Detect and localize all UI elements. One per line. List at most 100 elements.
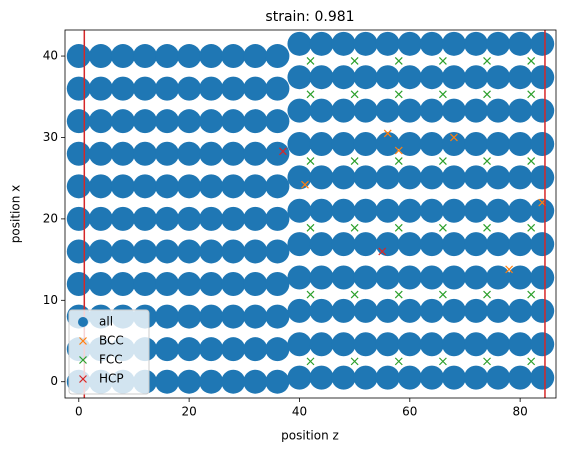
point (375, 265, 400, 290)
point (464, 31, 489, 56)
point (375, 298, 400, 323)
point (530, 332, 555, 357)
point (132, 44, 157, 69)
point (441, 265, 466, 290)
point (155, 304, 180, 329)
point (243, 337, 268, 362)
point (199, 304, 224, 329)
point (110, 239, 135, 264)
point (66, 206, 91, 231)
point (177, 109, 202, 134)
point (527, 157, 536, 166)
point (464, 131, 489, 156)
point (394, 357, 403, 366)
point (155, 337, 180, 362)
point (331, 232, 356, 257)
point (199, 206, 224, 231)
point (155, 174, 180, 199)
point (397, 232, 422, 257)
point (221, 44, 246, 69)
point (530, 65, 555, 90)
point (353, 298, 378, 323)
y-tick-label: 20 (43, 211, 58, 225)
point (383, 129, 392, 138)
point (265, 337, 290, 362)
point (464, 365, 489, 390)
point (265, 174, 290, 199)
point (486, 65, 511, 90)
point (464, 198, 489, 223)
point (508, 298, 533, 323)
point (486, 131, 511, 156)
point (394, 57, 403, 65)
point (66, 109, 91, 134)
point (394, 290, 403, 299)
point (155, 206, 180, 231)
point (397, 65, 422, 90)
point (66, 76, 91, 101)
point (441, 165, 466, 190)
point (221, 141, 246, 166)
point (155, 141, 180, 166)
point (88, 174, 113, 199)
point (243, 304, 268, 329)
point (483, 57, 491, 65)
point (177, 141, 202, 166)
point (155, 239, 180, 264)
point (375, 365, 400, 390)
point (265, 304, 290, 329)
point (132, 239, 157, 264)
point (306, 157, 315, 166)
y-tick-label: 40 (43, 49, 58, 63)
legend-marker (79, 356, 87, 364)
point (441, 31, 466, 56)
point (450, 133, 458, 142)
point (243, 369, 268, 394)
point (331, 65, 356, 90)
point (397, 131, 422, 156)
point (505, 265, 514, 274)
point (353, 98, 378, 123)
point (306, 57, 315, 65)
point (530, 198, 555, 223)
point (438, 357, 447, 366)
point (243, 174, 268, 199)
point (508, 98, 533, 123)
point (438, 157, 447, 166)
point (508, 365, 533, 390)
point (309, 131, 334, 156)
point (265, 206, 290, 231)
point (483, 290, 491, 299)
point (419, 131, 444, 156)
point (441, 365, 466, 390)
point (287, 131, 312, 156)
point (265, 109, 290, 134)
legend-label: BCC (99, 334, 124, 348)
point (331, 365, 356, 390)
y-tick-label: 30 (43, 130, 58, 144)
point (441, 198, 466, 223)
point (508, 265, 533, 290)
point (464, 65, 489, 90)
point (132, 174, 157, 199)
point (419, 98, 444, 123)
point (110, 44, 135, 69)
point (438, 290, 447, 299)
x-tick-label: 80 (512, 405, 527, 419)
point (353, 232, 378, 257)
point (110, 206, 135, 231)
point (331, 298, 356, 323)
point (155, 76, 180, 101)
point (287, 98, 312, 123)
point (331, 265, 356, 290)
point (350, 290, 359, 299)
axes-frame (64, 29, 557, 399)
point (66, 272, 91, 297)
point (419, 65, 444, 90)
point (441, 332, 466, 357)
point (419, 298, 444, 323)
point (177, 337, 202, 362)
point (110, 272, 135, 297)
legend-label: FCC (99, 353, 123, 367)
point (265, 239, 290, 264)
